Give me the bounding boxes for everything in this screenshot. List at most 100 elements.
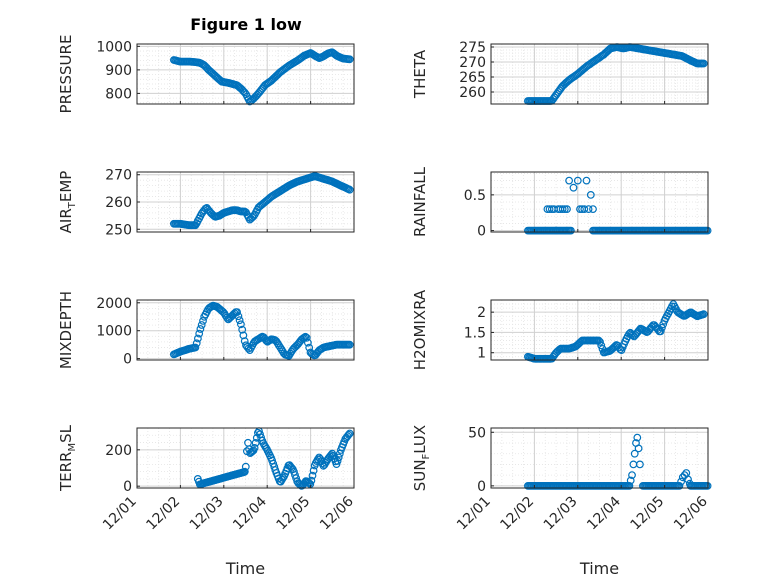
y-axis-label-main: PRESSURE bbox=[57, 35, 75, 114]
data-point bbox=[295, 480, 304, 489]
data-point bbox=[636, 460, 644, 469]
y-axis-label-main: AIR bbox=[57, 208, 75, 233]
subplot-1: 800 900 1000 PRESSURE bbox=[57, 35, 355, 114]
data-series bbox=[193, 427, 354, 490]
data-point bbox=[567, 226, 575, 235]
y-tick-label: 260 bbox=[105, 195, 132, 211]
y-tick-label: 1000 bbox=[96, 324, 132, 340]
grid bbox=[490, 172, 709, 232]
data-point bbox=[626, 476, 635, 485]
y-tick-label: 265 bbox=[459, 70, 486, 86]
y-tick-label: 270 bbox=[459, 55, 486, 71]
y-axis-label: PRESSURE bbox=[57, 35, 75, 114]
axes-box bbox=[490, 299, 709, 361]
data-point bbox=[699, 310, 708, 319]
y-axis-label-subscript: T bbox=[67, 201, 78, 209]
data-series bbox=[169, 48, 354, 106]
y-axis-label: H2OMIXRA bbox=[411, 289, 429, 370]
data-point bbox=[234, 312, 243, 321]
data-point bbox=[560, 205, 569, 214]
data-point bbox=[565, 176, 573, 185]
y-tick-label: 0 bbox=[123, 352, 132, 368]
y-tick-label: 270 bbox=[105, 168, 132, 184]
data-point bbox=[195, 329, 204, 338]
axes-box bbox=[490, 427, 709, 489]
y-axis-label-main: TERR bbox=[57, 452, 75, 493]
data-point bbox=[309, 466, 318, 475]
data-point bbox=[345, 185, 354, 194]
data-series bbox=[524, 176, 712, 235]
y-tick-label: 0 bbox=[123, 479, 132, 495]
y-axis-label: AIRTEMP bbox=[57, 171, 78, 234]
data-point bbox=[633, 433, 642, 442]
data-series bbox=[169, 301, 354, 360]
data-point bbox=[236, 320, 245, 329]
data-point bbox=[240, 88, 249, 97]
axes-box bbox=[490, 43, 709, 105]
data-point bbox=[191, 343, 200, 352]
data-point bbox=[625, 482, 634, 490]
data-point bbox=[304, 338, 312, 347]
y-axis-label: SUNFLUX bbox=[411, 425, 432, 491]
data-point bbox=[573, 176, 582, 185]
y-tick-label: 1000 bbox=[96, 39, 132, 55]
data-point bbox=[233, 308, 242, 317]
data-point bbox=[193, 334, 202, 343]
y-tick-label: 250 bbox=[105, 222, 132, 238]
data-point bbox=[235, 316, 244, 325]
subplot-3: 250 260 270 AIRTEMP bbox=[57, 168, 355, 238]
x-axis-label: Time bbox=[579, 559, 619, 578]
y-axis-label-main: H2OMIXRA bbox=[411, 289, 429, 370]
data-point bbox=[684, 475, 692, 484]
data-point bbox=[279, 474, 287, 482]
data-point bbox=[597, 341, 606, 350]
subplot-5: 0 1000 2000 MIXDEPTH bbox=[57, 291, 355, 369]
data-point bbox=[580, 205, 589, 214]
data-point bbox=[558, 205, 567, 214]
y-tick-label: 1 bbox=[477, 346, 486, 362]
data-point bbox=[191, 221, 200, 230]
y-axis-label-subscript: M bbox=[67, 443, 78, 452]
data-point bbox=[197, 321, 206, 329]
data-point bbox=[586, 190, 595, 199]
data-series bbox=[169, 172, 354, 230]
y-tick-label: 0 bbox=[477, 479, 486, 495]
grid bbox=[136, 172, 355, 232]
data-point bbox=[685, 479, 694, 488]
data-point bbox=[333, 457, 342, 465]
data-point bbox=[677, 477, 685, 486]
data-point bbox=[634, 444, 643, 453]
data-point bbox=[658, 323, 666, 332]
y-tick-label: 1.5 bbox=[464, 325, 486, 341]
data-point bbox=[261, 443, 270, 451]
data-point bbox=[250, 444, 259, 452]
data-point bbox=[287, 464, 296, 472]
data-point bbox=[345, 429, 354, 438]
data-point bbox=[272, 337, 281, 346]
y-axis-label: THETA bbox=[411, 49, 429, 99]
data-point bbox=[630, 449, 639, 458]
data-point bbox=[196, 325, 205, 333]
axes-box bbox=[490, 171, 709, 233]
data-point bbox=[302, 333, 311, 342]
data-point bbox=[552, 226, 560, 235]
y-tick-label: 0.5 bbox=[464, 188, 486, 204]
data-point bbox=[569, 183, 578, 192]
data-point bbox=[628, 471, 636, 480]
y-tick-label: 0 bbox=[477, 224, 486, 240]
data-point bbox=[199, 317, 207, 325]
data-series bbox=[524, 300, 708, 363]
y-tick-label: 800 bbox=[105, 86, 132, 102]
y-axis-label-main: SUN bbox=[411, 459, 429, 491]
data-point bbox=[334, 453, 343, 462]
data-point bbox=[699, 59, 708, 68]
y-tick-label: 200 bbox=[105, 443, 132, 459]
y-axis-label-rest: SL bbox=[57, 424, 75, 443]
data-point bbox=[675, 482, 684, 490]
y-axis-label-subscript: F bbox=[421, 453, 432, 459]
data-point bbox=[192, 339, 201, 348]
y-axis-label: MIXDEPTH bbox=[57, 291, 75, 369]
x-axis-label: Time bbox=[225, 559, 265, 578]
